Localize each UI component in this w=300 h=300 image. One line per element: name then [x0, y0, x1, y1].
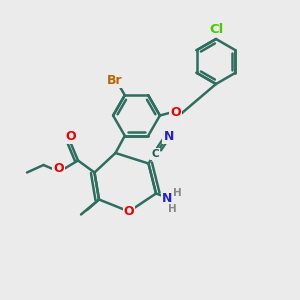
Text: Br: Br — [107, 74, 123, 87]
Text: H: H — [172, 188, 182, 198]
Text: O: O — [170, 106, 181, 119]
Text: N: N — [164, 130, 174, 143]
Text: O: O — [124, 205, 134, 218]
Text: O: O — [53, 162, 64, 176]
Text: C: C — [151, 149, 159, 159]
Text: N: N — [162, 191, 172, 205]
Text: Cl: Cl — [209, 23, 223, 36]
Text: O: O — [65, 130, 76, 143]
Text: H: H — [168, 203, 177, 214]
